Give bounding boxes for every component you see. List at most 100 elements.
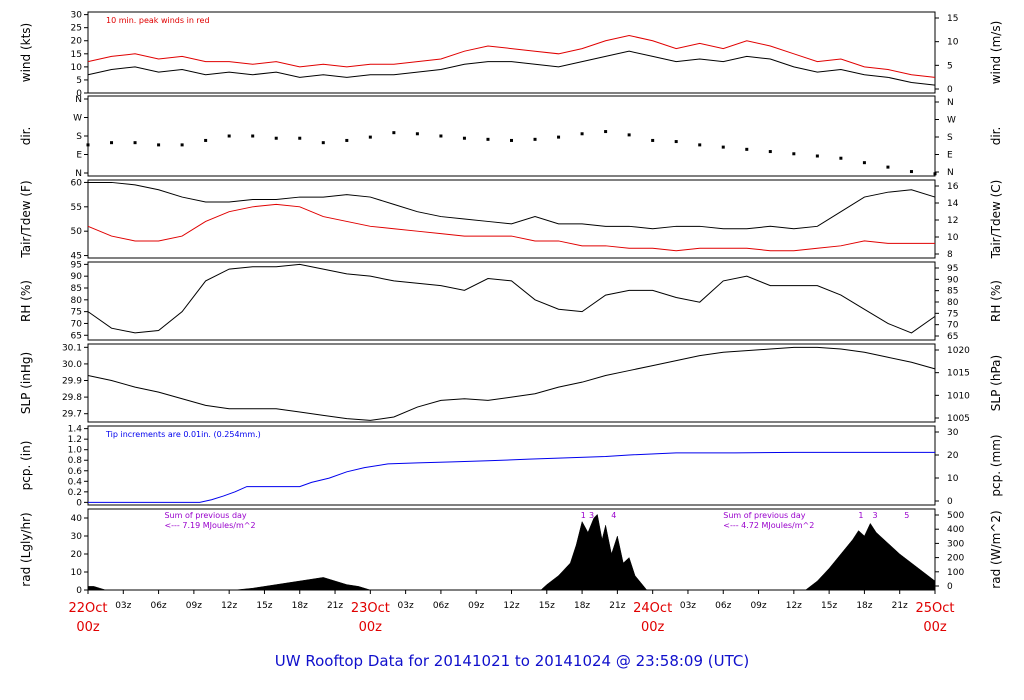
y-tick-label: 75 <box>71 308 82 318</box>
dir-point <box>274 136 278 140</box>
x-tick-label: 03z <box>398 601 414 611</box>
panel-annotation: Tip increments are 0.01in. (0.254mm.) <box>105 430 261 439</box>
x-tick-label: 09z <box>468 601 484 611</box>
y-tick-label: 95 <box>71 260 82 270</box>
dir-point <box>533 137 537 141</box>
y-tick-label: 29.8 <box>62 393 82 403</box>
y2-tick-label: N <box>947 168 954 178</box>
dir-point <box>321 141 325 145</box>
dir-point <box>510 138 513 142</box>
dir-point <box>933 172 937 176</box>
y-tick-label: 1.0 <box>68 446 83 456</box>
series-line-0 <box>87 50 936 86</box>
y-tick-label: 25 <box>71 24 82 34</box>
x-tick-label: 12z <box>786 601 802 611</box>
dir-point <box>133 141 137 145</box>
y2-tick-label: 1020 <box>947 346 970 356</box>
y-tick-label: 55 <box>71 203 82 213</box>
radiation-annotation: <--- 7.19 MJoules/m^2 <box>164 521 255 530</box>
x-tick-label: 18z <box>856 601 872 611</box>
y2-tick-label: 20 <box>947 451 959 461</box>
y-tick-label: 0 <box>76 89 82 99</box>
dir-point <box>604 130 608 134</box>
series-line-0 <box>87 346 936 421</box>
y2-tick-label: 10 <box>947 474 959 484</box>
dir-point <box>862 161 866 165</box>
series-line-0 <box>87 263 936 334</box>
y-axis-label: Tair/Tdew (F) <box>19 180 33 258</box>
x-day-label: 25Oct <box>915 601 954 616</box>
y2-tick-label: 75 <box>947 309 958 319</box>
y2-axis-label: RH (%) <box>989 280 1003 322</box>
series-line-0 <box>88 181 936 230</box>
y2-tick-label: 95 <box>947 264 958 274</box>
dir-point <box>651 138 655 142</box>
y-tick-label: 30 <box>71 11 83 21</box>
dir-point <box>486 137 490 141</box>
y-tick-label: 80 <box>71 296 83 306</box>
y2-tick-label: 400 <box>947 525 964 535</box>
dir-point <box>721 145 725 149</box>
panel-pressure: 29.7 29.8 29.9 30.0 30.1 1005 1010 1015 1020 SLP … <box>19 343 1003 424</box>
y2-tick-label: 0 <box>947 497 953 507</box>
y-tick-label: 45 <box>71 252 82 262</box>
x-tick-label: 21z <box>327 601 343 611</box>
y2-tick-label: 0 <box>947 85 953 95</box>
x-tick-label: 09z <box>186 601 202 611</box>
y2-tick-label: 5 <box>947 61 953 71</box>
y2-tick-label: 10 <box>947 233 959 243</box>
y2-tick-label: 1015 <box>947 369 970 379</box>
panel-frame <box>87 425 936 506</box>
y-tick-label: 65 <box>71 331 82 341</box>
y2-tick-label: S <box>947 133 953 143</box>
page-title: UW Rooftop Data for 20141021 to 20141024… <box>275 652 749 670</box>
panel-frame <box>87 261 936 341</box>
y2-tick-label: N <box>947 98 954 108</box>
y-tick-label: E <box>76 151 82 161</box>
dir-point <box>86 143 90 147</box>
panel-wind: 0 5 10 15 20 25 30 0 5 10 15 wind (kts) wind (m/s) 10… <box>19 11 1003 99</box>
dir-point <box>345 138 349 142</box>
y2-tick-label: W <box>947 116 956 126</box>
y-tick-label: 30 <box>71 532 83 542</box>
dir-point <box>298 136 302 140</box>
y-tick-label: 20 <box>71 37 83 47</box>
radiation-marker: 3 <box>589 511 594 520</box>
y2-tick-label: 90 <box>947 275 959 285</box>
y2-tick-label: 300 <box>947 539 964 549</box>
x-tick-label: 12z <box>503 601 519 611</box>
y-tick-label: 29.9 <box>62 377 82 387</box>
dir-point <box>227 134 231 138</box>
y-tick-label: 1.4 <box>68 425 83 435</box>
x-tick-label: 06z <box>433 601 449 611</box>
y2-tick-label: 70 <box>947 321 959 331</box>
x-day-label: 22Oct <box>68 601 107 616</box>
x-tick-label: 15z <box>256 601 272 611</box>
dir-point <box>909 170 913 174</box>
dir-point <box>792 152 796 156</box>
y2-axis-label: dir. <box>989 127 1003 146</box>
y2-tick-label: 30 <box>947 428 959 438</box>
y-tick-label: S <box>76 132 82 142</box>
dir-point <box>768 150 772 154</box>
x-tick-label: 21z <box>892 601 908 611</box>
dir-point <box>815 154 819 158</box>
y2-tick-label: 80 <box>947 298 959 308</box>
x-tick-label: 15z <box>821 601 837 611</box>
dir-point <box>886 165 890 169</box>
panel-frame <box>87 343 936 423</box>
y2-tick-label: 1005 <box>947 414 970 424</box>
y-tick-label: 0 <box>76 586 82 596</box>
dir-point <box>698 143 702 147</box>
y2-tick-label: 0 <box>947 582 953 592</box>
x-day-label: 24Oct <box>633 601 672 616</box>
x-tick-label: 12z <box>221 601 237 611</box>
y2-tick-label: 200 <box>947 554 964 564</box>
y-tick-label: 0.8 <box>68 456 83 466</box>
y-tick-label: 15 <box>71 50 82 60</box>
y2-tick-label: 8 <box>947 250 953 260</box>
y2-tick-label: 100 <box>947 568 964 578</box>
y-tick-label: 90 <box>71 272 83 282</box>
